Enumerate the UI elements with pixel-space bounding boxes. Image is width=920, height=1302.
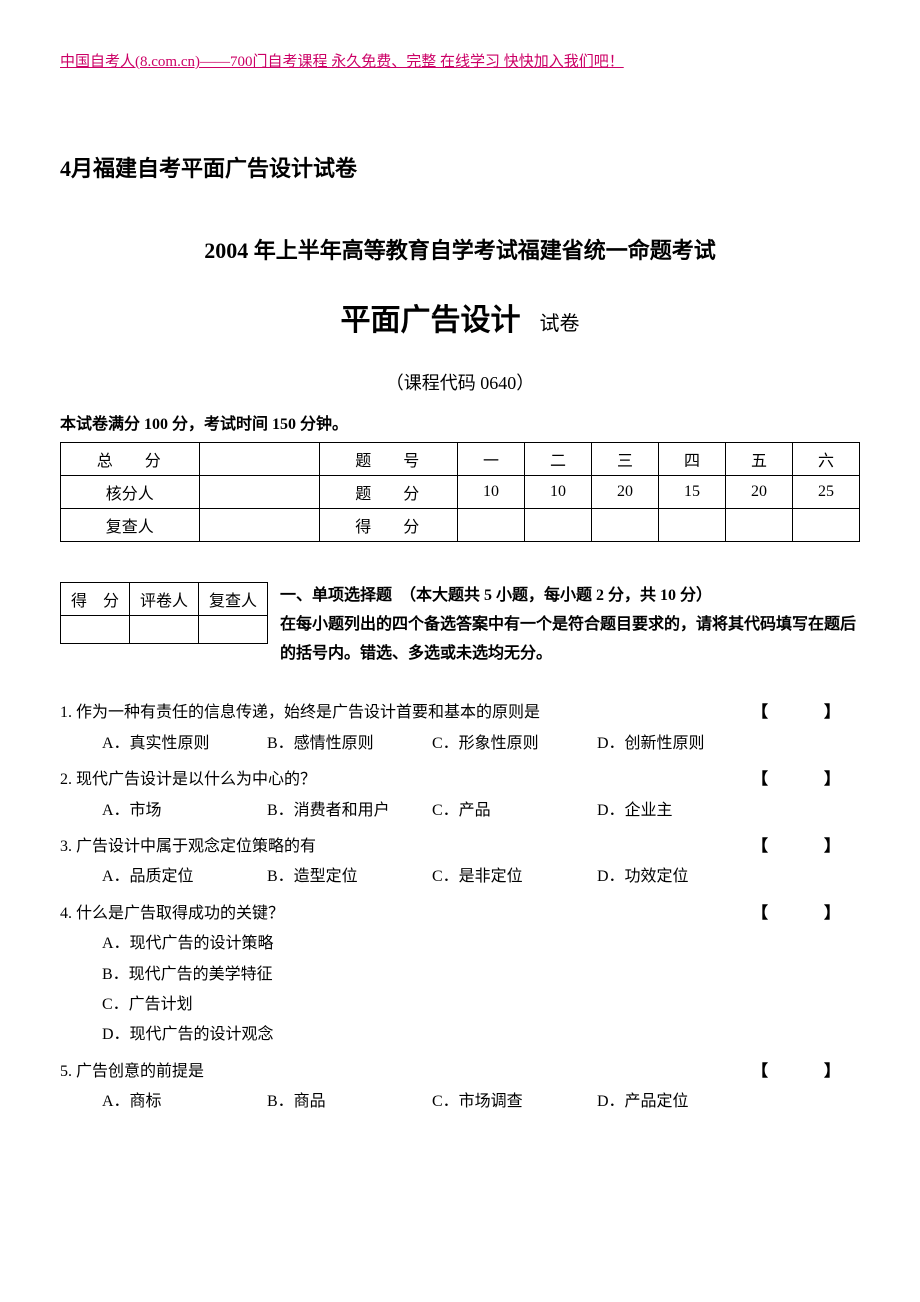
- option: D．现代广告的设计观念: [102, 1020, 860, 1050]
- course-code: （课程代码 0640）: [60, 369, 860, 395]
- cell: 得 分: [319, 509, 458, 542]
- document-title: 4月福建自考平面广告设计试卷: [60, 151, 860, 183]
- cell: [525, 509, 592, 542]
- cell: 10: [525, 476, 592, 509]
- option: C．形象性原则: [432, 729, 597, 759]
- section-1-header: 得 分 评卷人 复查人 一、单项选择题 （本大题共 5 小题，每小题 2 分，共…: [60, 582, 860, 668]
- exam-header: 2004 年上半年高等教育自学考试福建省统一命题考试: [60, 233, 860, 265]
- question: 2. 现代广告设计是以什么为中心的？【 】A．市场B．消费者和用户C．产品D．企…: [60, 765, 860, 826]
- cell: 复查人: [199, 583, 268, 616]
- cell: [592, 509, 659, 542]
- option: D．产品定位: [597, 1087, 762, 1117]
- option: B．消费者和用户: [267, 796, 432, 826]
- question-stem: 1. 作为一种有责任的信息传递，始终是广告设计首要和基本的原则是: [60, 698, 540, 728]
- option: D．创新性原则: [597, 729, 762, 759]
- options: A．市场B．消费者和用户C．产品D．企业主: [60, 796, 860, 826]
- question-stem: 2. 现代广告设计是以什么为中心的？: [60, 765, 316, 795]
- cell: [659, 509, 726, 542]
- site-link[interactable]: 中国自考人(8.com.cn)——700门自考课程 永久免费、完整 在线学习 快…: [60, 50, 860, 71]
- question: 5. 广告创意的前提是【 】A．商标B．商品C．市场调查D．产品定位: [60, 1057, 860, 1118]
- cell: 20: [592, 476, 659, 509]
- cell: 题 分: [319, 476, 458, 509]
- answer-bracket: 【 】: [752, 698, 860, 728]
- table-row: 得 分 评卷人 复查人: [61, 583, 268, 616]
- table-row: 复查人 得 分: [61, 509, 860, 542]
- cell: [199, 509, 319, 542]
- cell: 题 号: [319, 443, 458, 476]
- cell: 二: [525, 443, 592, 476]
- answer-bracket: 【 】: [752, 832, 860, 862]
- options: A．真实性原则B．感情性原则C．形象性原则D．创新性原则: [60, 729, 860, 759]
- cell: [130, 616, 199, 644]
- section-instructions: 一、单项选择题 （本大题共 5 小题，每小题 2 分，共 10 分） 在每小题列…: [280, 582, 860, 668]
- cell: 总 分: [61, 443, 200, 476]
- option: B．现代广告的美学特征: [102, 960, 860, 990]
- cell: 15: [659, 476, 726, 509]
- section-instruction-text: 在每小题列出的四个备选答案中有一个是符合题目要求的，请将其代码填写在题后的括号内…: [280, 611, 860, 669]
- cell: 复查人: [61, 509, 200, 542]
- option: A．市场: [102, 796, 267, 826]
- paper-label: 试卷: [540, 313, 580, 335]
- option: C．产品: [432, 796, 597, 826]
- cell: 六: [793, 443, 860, 476]
- table-row: 总 分 题 号 一 二 三 四 五 六: [61, 443, 860, 476]
- cell: 得 分: [61, 583, 130, 616]
- cell: 五: [726, 443, 793, 476]
- question-stem: 3. 广告设计中属于观念定位策略的有: [60, 832, 316, 862]
- question: 1. 作为一种有责任的信息传递，始终是广告设计首要和基本的原则是【 】A．真实性…: [60, 698, 860, 759]
- options: A．现代广告的设计策略B．现代广告的美学特征C．广告计划D．现代广告的设计观念: [60, 929, 860, 1051]
- table-row: [61, 616, 268, 644]
- section-title: 一、单项选择题 （本大题共 5 小题，每小题 2 分，共 10 分）: [280, 582, 860, 611]
- answer-bracket: 【 】: [752, 765, 860, 795]
- score-table: 总 分 题 号 一 二 三 四 五 六 核分人 题 分 10 10 20 15 …: [60, 442, 860, 542]
- option: A．真实性原则: [102, 729, 267, 759]
- questions-container: 1. 作为一种有责任的信息传递，始终是广告设计首要和基本的原则是【 】A．真实性…: [60, 698, 860, 1117]
- options: A．品质定位B．造型定位C．是非定位D．功效定位: [60, 862, 860, 892]
- subject-line: 平面广告设计 试卷: [60, 295, 860, 339]
- question: 4. 什么是广告取得成功的关键？ 【 】A．现代广告的设计策略B．现代广告的美学特…: [60, 899, 860, 1051]
- answer-bracket: 【 】: [752, 1057, 860, 1087]
- cell: [61, 616, 130, 644]
- option: A．现代广告的设计策略: [102, 929, 860, 959]
- option: C．是非定位: [432, 862, 597, 892]
- option: D．功效定位: [597, 862, 762, 892]
- option: C．市场调查: [432, 1087, 597, 1117]
- section-score-table: 得 分 评卷人 复查人: [60, 582, 268, 644]
- option: B．商品: [267, 1087, 432, 1117]
- option: A．品质定位: [102, 862, 267, 892]
- cell: 一: [458, 443, 525, 476]
- cell: 评卷人: [130, 583, 199, 616]
- cell: [793, 509, 860, 542]
- cell: 20: [726, 476, 793, 509]
- options: A．商标B．商品C．市场调查D．产品定位: [60, 1087, 860, 1117]
- question-text: 2. 现代广告设计是以什么为中心的？ 【 】: [60, 765, 860, 795]
- cell: [458, 509, 525, 542]
- option: B．感情性原则: [267, 729, 432, 759]
- option: C．广告计划: [102, 990, 860, 1020]
- cell: [199, 616, 268, 644]
- question-text: 4. 什么是广告取得成功的关键？ 【 】: [60, 899, 860, 929]
- question-stem: 4. 什么是广告取得成功的关键？: [60, 899, 284, 929]
- cell: 三: [592, 443, 659, 476]
- table-row: 核分人 题 分 10 10 20 15 20 25: [61, 476, 860, 509]
- subject-title: 平面广告设计: [341, 304, 521, 337]
- cell: [726, 509, 793, 542]
- option: A．商标: [102, 1087, 267, 1117]
- cell: 核分人: [61, 476, 200, 509]
- answer-bracket: 【 】: [752, 899, 860, 929]
- cell: 四: [659, 443, 726, 476]
- cell: [199, 476, 319, 509]
- option: B．造型定位: [267, 862, 432, 892]
- cell: 10: [458, 476, 525, 509]
- exam-info: 本试卷满分 100 分，考试时间 150 分钟。: [60, 410, 860, 434]
- question-text: 1. 作为一种有责任的信息传递，始终是广告设计首要和基本的原则是 【 】: [60, 698, 860, 728]
- question: 3. 广告设计中属于观念定位策略的有【 】A．品质定位B．造型定位C．是非定位D…: [60, 832, 860, 893]
- cell: 25: [793, 476, 860, 509]
- question-text: 3. 广告设计中属于观念定位策略的有 【 】: [60, 832, 860, 862]
- question-stem: 5. 广告创意的前提是: [60, 1057, 204, 1087]
- cell: [199, 443, 319, 476]
- question-text: 5. 广告创意的前提是 【 】: [60, 1057, 860, 1087]
- option: D．企业主: [597, 796, 762, 826]
